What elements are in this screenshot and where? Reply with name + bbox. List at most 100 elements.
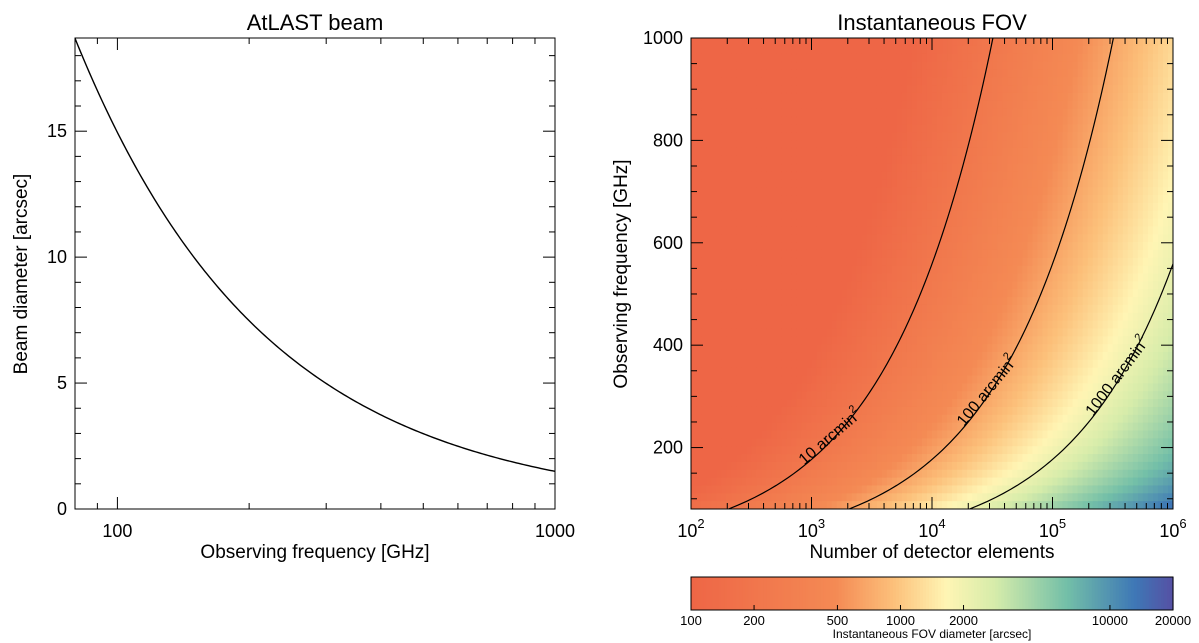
heatmap-cell xyxy=(861,430,868,439)
heatmap-cell xyxy=(937,281,943,290)
heatmap-cell xyxy=(1097,485,1104,494)
heatmap-cell xyxy=(731,399,737,408)
heatmap-cell xyxy=(1002,195,1008,204)
heatmap-cell xyxy=(1087,61,1094,70)
heatmap-cell xyxy=(791,155,798,165)
heatmap-cell xyxy=(731,77,737,86)
heatmap-cell xyxy=(916,430,923,439)
heatmap-cell xyxy=(1047,477,1054,487)
heatmap-cell xyxy=(831,406,838,416)
heatmap-cell xyxy=(1027,45,1034,55)
heatmap-cell xyxy=(881,273,888,282)
heatmap-cell xyxy=(731,218,737,227)
heatmap-cell xyxy=(1047,249,1054,259)
heatmap-cell xyxy=(846,359,853,369)
heatmap-cell xyxy=(1032,249,1039,259)
heatmap-cell xyxy=(942,92,948,102)
heatmap-cell xyxy=(751,132,757,141)
heatmap-cell xyxy=(726,265,732,275)
heatmap-cell xyxy=(1052,179,1059,188)
heatmap-cell xyxy=(836,265,843,275)
heatmap-cell xyxy=(851,218,858,227)
heatmap-cell xyxy=(831,359,838,369)
heatmap-cell xyxy=(756,281,762,290)
heatmap-cell xyxy=(886,344,893,353)
heatmap-cell xyxy=(786,477,793,487)
heatmap-cell xyxy=(786,344,793,353)
heatmap-cell xyxy=(816,92,823,102)
heatmap-cell xyxy=(851,147,858,157)
heatmap-cell xyxy=(1087,38,1094,47)
heatmap-cell xyxy=(886,187,893,196)
heatmap-cell xyxy=(766,140,772,149)
heatmap-cell xyxy=(861,155,868,165)
heatmap-cell xyxy=(1037,187,1044,196)
heatmap-cell xyxy=(1017,132,1023,141)
heatmap-cell xyxy=(841,187,848,196)
heatmap-cell xyxy=(771,438,777,447)
heatmap-cell xyxy=(916,242,923,251)
heatmap-cell xyxy=(1052,446,1059,455)
heatmap-cell xyxy=(876,116,883,125)
heatmap-cell xyxy=(937,218,943,227)
heatmap-cell xyxy=(977,485,983,494)
heatmap-cell xyxy=(1032,242,1039,251)
heatmap-cell xyxy=(796,430,803,439)
heatmap-cell xyxy=(1007,281,1013,290)
heatmap-cell xyxy=(811,140,818,149)
heatmap-cell xyxy=(766,132,772,141)
heatmap-cell xyxy=(1097,257,1104,267)
heatmap-cell xyxy=(776,273,782,282)
heatmap-cell xyxy=(896,273,903,282)
heatmap-cell xyxy=(1017,187,1023,196)
heatmap-cell xyxy=(921,454,928,463)
heatmap-cell xyxy=(911,92,918,102)
heatmap-cell xyxy=(947,328,953,337)
heatmap-cell xyxy=(1077,289,1084,298)
heatmap-cell xyxy=(992,140,998,149)
heatmap-cell xyxy=(952,414,958,424)
heatmap-cell xyxy=(1087,249,1094,259)
heatmap-cell xyxy=(1057,297,1064,306)
heatmap-cell xyxy=(1052,85,1059,94)
heatmap-cell xyxy=(811,124,818,133)
heatmap-cell xyxy=(766,61,772,70)
heatmap-cell xyxy=(962,461,968,471)
heatmap-cell xyxy=(861,289,868,298)
heatmap-cell xyxy=(1082,218,1089,227)
heatmap-cell xyxy=(811,38,818,47)
heatmap-cell xyxy=(906,45,913,55)
heatmap-cell xyxy=(796,461,803,471)
heatmap-cell xyxy=(731,328,737,337)
heatmap-cell xyxy=(811,399,818,408)
heatmap-cell xyxy=(751,391,757,400)
heatmap-cell xyxy=(937,367,943,377)
heatmap-cell xyxy=(997,171,1003,180)
heatmap-cell xyxy=(911,359,918,369)
heatmap-cell xyxy=(1027,242,1034,251)
heatmap-cell xyxy=(901,242,908,251)
heatmap-cell xyxy=(982,399,988,408)
heatmap-cell xyxy=(786,202,793,212)
heatmap-cell xyxy=(816,501,823,509)
heatmap-cell xyxy=(977,171,983,180)
heatmap-cell xyxy=(1092,328,1099,337)
heatmap-cell xyxy=(886,242,893,251)
heatmap-cell xyxy=(1042,281,1049,290)
heatmap-cell xyxy=(791,461,798,471)
heatmap-cell xyxy=(886,281,893,290)
heatmap-cell xyxy=(716,257,722,267)
heatmap-cell xyxy=(1067,461,1074,471)
heatmap-cell xyxy=(901,359,908,369)
heatmap-cell xyxy=(756,163,762,173)
heatmap-cell xyxy=(992,210,998,220)
heatmap-cell xyxy=(876,359,883,369)
heatmap-cell xyxy=(1092,171,1099,180)
heatmap-cell xyxy=(876,108,883,118)
heatmap-cell xyxy=(992,77,998,86)
heatmap-cell xyxy=(1067,249,1074,259)
heatmap-cell xyxy=(876,344,883,353)
heatmap-cell xyxy=(786,352,793,361)
heatmap-cell xyxy=(957,140,963,149)
heatmap-cell xyxy=(1072,454,1079,463)
